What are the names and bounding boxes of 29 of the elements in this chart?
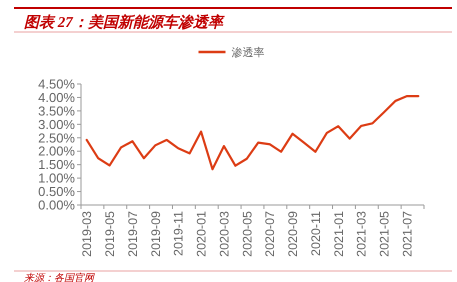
x-tick-label: 2019-11 <box>172 210 186 256</box>
x-tick-label: 2021-01 <box>332 210 346 257</box>
line-series <box>86 95 420 170</box>
x-tick-label: 2020-01 <box>194 210 209 257</box>
x-tick-label: 2020-11 <box>308 210 323 256</box>
x-tick-label: 2019-09 <box>148 210 163 257</box>
x-tick-label: 2020-09 <box>286 210 300 257</box>
y-tick-label: 4.00% <box>38 90 76 105</box>
y-tick-label: 4.50% <box>38 76 76 92</box>
chart-title: 图表 27：美国新能源车渗透率 <box>24 13 225 31</box>
x-tick-label: 2021-05 <box>377 210 392 257</box>
x-tick-label: 2021-07 <box>400 210 414 257</box>
x-tick-label: 2019-07 <box>126 210 140 257</box>
legend-label: 渗透率 <box>232 46 264 59</box>
x-tick-label: 2021-03 <box>354 210 369 257</box>
x-tick-label: 2019-05 <box>103 210 118 257</box>
y-tick-label: 0.00% <box>38 198 76 212</box>
x-tick-label: 2019-03 <box>80 210 94 257</box>
y-tick-label: 3.00% <box>38 116 76 132</box>
x-tick-label: 2020-05 <box>240 210 254 257</box>
y-tick-label: 2.50% <box>38 130 76 146</box>
y-tick-label: 3.50% <box>38 103 76 118</box>
x-tick-label: 2020-07 <box>263 210 278 257</box>
y-tick-label: 1.00% <box>38 170 76 186</box>
y-tick-label: 2.00% <box>38 144 76 159</box>
y-tick-label: 0.50% <box>38 184 76 200</box>
x-tick-label: 2020-03 <box>217 210 232 257</box>
y-tick-label: 1.50% <box>38 157 76 172</box>
source-note: 来源：各国官网 <box>24 272 95 282</box>
